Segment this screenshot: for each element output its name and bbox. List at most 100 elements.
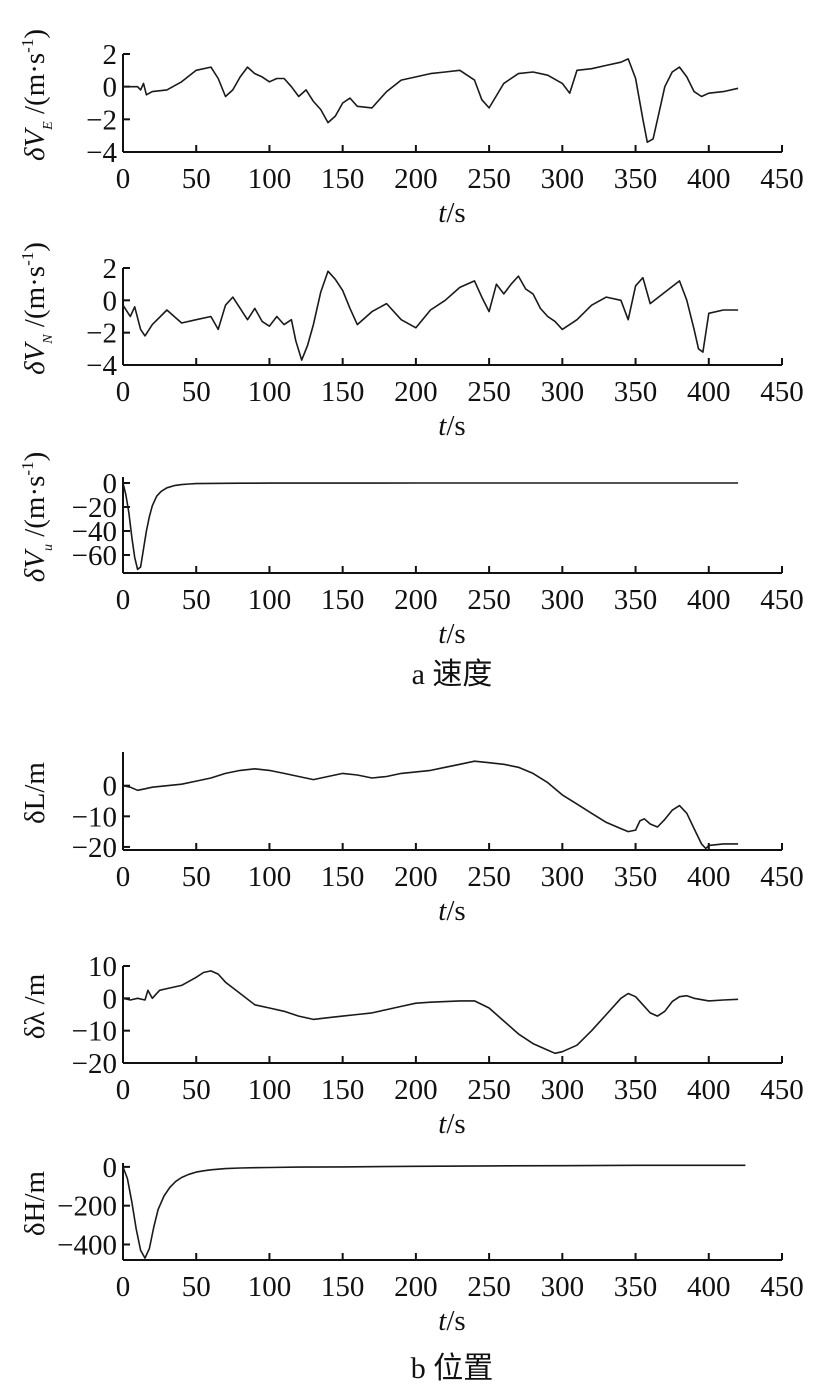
x-tick-label: 50 <box>182 1271 211 1303</box>
x-tick-label: 50 <box>182 1074 211 1106</box>
x-axis-label: t/s <box>438 1108 465 1140</box>
x-tick-label: 400 <box>687 861 731 893</box>
chart-panel: 0 50 100 150 200 250 300 350 400 45020−2−4t/sδVE … <box>18 29 804 229</box>
chart-panel: 0 50 100 150 200 250 300 350 400 450 0 −200 −400 t/s δ… <box>19 1152 804 1337</box>
x-tick-label: 200 <box>394 1074 438 1106</box>
x-tick-label: 350 <box>614 584 658 616</box>
x-tick-label: 100 <box>248 163 292 195</box>
y-tick-label: 0 <box>103 1152 118 1184</box>
x-tick-label: 350 <box>614 861 658 893</box>
x-tick-label: 200 <box>394 584 438 616</box>
x-tick-label: 0 <box>116 584 131 616</box>
x-tick-label: 450 <box>760 1271 804 1303</box>
y-tick-label: 10 <box>88 951 117 983</box>
y-axis-label: δVE /(m·s-1) <box>18 29 56 161</box>
x-tick-label: 200 <box>394 376 438 408</box>
y-tick-label: −2 <box>86 318 117 350</box>
x-tick-label: 50 <box>182 861 211 893</box>
x-tick-label: 200 <box>394 1271 438 1303</box>
x-tick-label: 400 <box>687 1074 731 1106</box>
x-tick-label: 50 <box>182 163 211 195</box>
series-line <box>122 482 739 571</box>
x-tick-label: 150 <box>321 163 365 195</box>
x-tick-label: 300 <box>541 1074 585 1106</box>
x-tick-label: 350 <box>614 1271 658 1303</box>
series-line <box>122 970 739 1055</box>
y-tick-label: 0 <box>103 983 118 1015</box>
x-tick-label: 400 <box>687 1271 731 1303</box>
caption-position: b 位置 <box>411 1352 494 1385</box>
x-tick-label: 300 <box>541 584 585 616</box>
x-tick-label: 0 <box>116 1271 131 1303</box>
x-tick-label: 250 <box>467 1074 511 1106</box>
x-tick-label: 450 <box>760 376 804 408</box>
x-tick-label: 400 <box>687 376 731 408</box>
x-tick-label: 300 <box>541 163 585 195</box>
x-tick-label: 450 <box>760 163 804 195</box>
y-axis-label: δVN /(m·s-1) <box>18 242 56 375</box>
chart-panel: 0 50 100 150 200 250 300 350 400 4500−20−40−60t/s… <box>18 452 804 650</box>
series-line <box>122 270 739 361</box>
y-tick-label: 0 <box>103 285 118 317</box>
y-axis-label: δλ /m <box>19 973 51 1039</box>
x-tick-label: 450 <box>760 861 804 893</box>
x-axis-label: t/s <box>438 410 465 442</box>
x-tick-label: 150 <box>321 861 365 893</box>
x-tick-label: 450 <box>760 584 804 616</box>
x-axis-label: t/s <box>438 895 465 927</box>
series-line <box>122 760 739 850</box>
x-tick-label: 100 <box>248 1074 292 1106</box>
y-axis-label: δL/m <box>19 762 51 824</box>
y-tick-label: −4 <box>86 137 117 169</box>
x-tick-label: 300 <box>541 376 585 408</box>
x-tick-label: 150 <box>321 1271 365 1303</box>
x-tick-label: 350 <box>614 376 658 408</box>
x-tick-label: 0 <box>116 1074 131 1106</box>
x-tick-label: 300 <box>541 1271 585 1303</box>
y-tick-label: −20 <box>72 492 117 524</box>
x-tick-label: 400 <box>687 163 731 195</box>
x-tick-label: 250 <box>467 163 511 195</box>
x-tick-label: 50 <box>182 584 211 616</box>
x-tick-label: 0 <box>116 163 131 195</box>
y-tick-label: −10 <box>72 1016 117 1048</box>
x-tick-label: 450 <box>760 1074 804 1106</box>
y-tick-label: −60 <box>72 540 117 572</box>
y-axis-label: δH/m <box>19 1170 51 1236</box>
y-tick-label: 0 <box>103 771 118 803</box>
x-tick-label: 300 <box>541 861 585 893</box>
chart-panel: 0 50 100 150 200 250 300 350 400 4500−10−20t/sδL/… <box>19 752 804 927</box>
x-tick-label: 0 <box>116 376 131 408</box>
y-tick-label: 2 <box>103 253 118 285</box>
x-tick-label: 200 <box>394 861 438 893</box>
x-axis-label: t/s <box>438 618 465 650</box>
y-tick-label: −200 <box>57 1191 117 1223</box>
x-tick-label: 100 <box>248 584 292 616</box>
y-axis-label: δVu /(m·s-1) <box>18 452 56 583</box>
chart-panel: 0 50 100 150 200 250 300 350 400 45020−2−4t/sδVN … <box>18 242 804 442</box>
x-tick-label: 150 <box>321 1074 365 1106</box>
x-tick-label: 250 <box>467 376 511 408</box>
x-tick-label: 350 <box>614 1074 658 1106</box>
y-tick-label: 0 <box>103 72 118 104</box>
x-tick-label: 150 <box>321 376 365 408</box>
x-tick-label: 0 <box>116 861 131 893</box>
x-tick-label: 100 <box>248 1271 292 1303</box>
x-axis-label: t/s <box>438 197 465 229</box>
x-tick-label: 200 <box>394 163 438 195</box>
series-line <box>122 1164 746 1259</box>
x-tick-label: 250 <box>467 584 511 616</box>
x-axis-label: t/s <box>438 1305 465 1337</box>
x-tick-label: 250 <box>467 1271 511 1303</box>
y-tick-label: −40 <box>72 516 117 548</box>
y-tick-label: −400 <box>57 1229 117 1261</box>
x-tick-label: 150 <box>321 584 365 616</box>
chart-panel: 0 50 100 150 200 250 300 350 400 450100−10−20t/sδ… <box>19 951 804 1140</box>
x-tick-label: 50 <box>182 376 211 408</box>
x-tick-label: 100 <box>248 861 292 893</box>
x-tick-label: 100 <box>248 376 292 408</box>
y-tick-label: 2 <box>103 39 118 71</box>
x-tick-label: 250 <box>467 861 511 893</box>
y-tick-label: −4 <box>86 350 117 382</box>
y-tick-label: −10 <box>72 801 117 833</box>
